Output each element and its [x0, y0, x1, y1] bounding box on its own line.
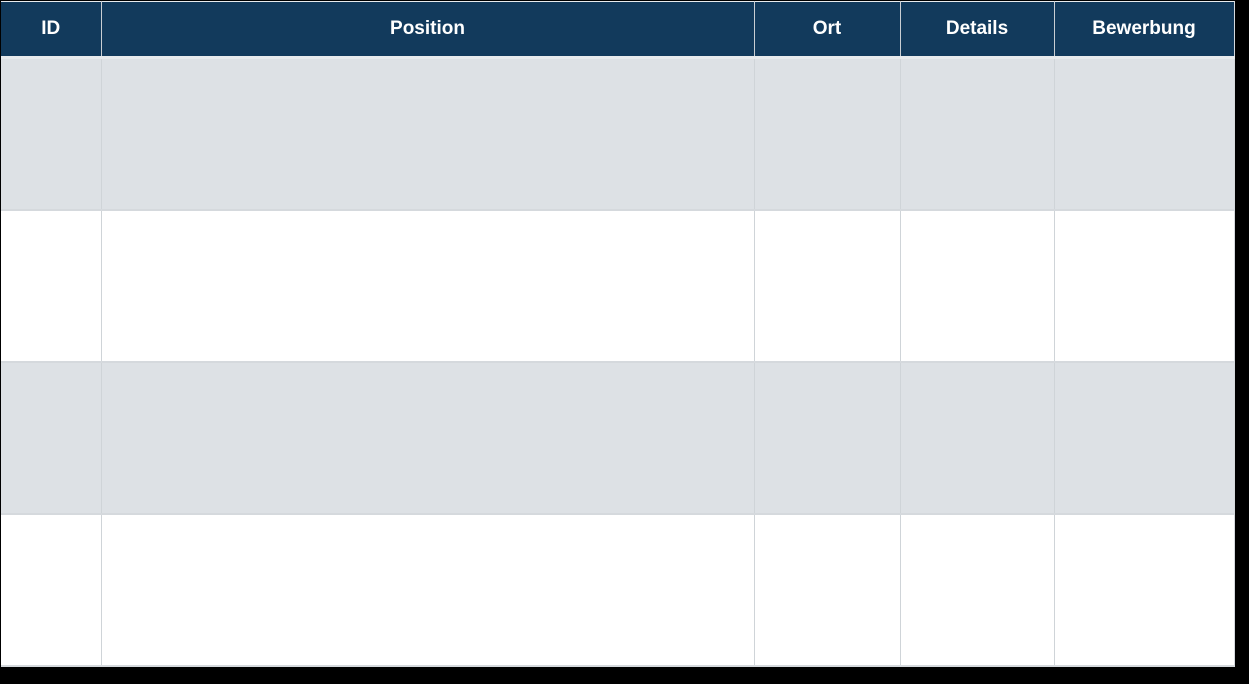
column-header-id: ID [1, 1, 101, 59]
table-row [1, 210, 1234, 363]
cell-details [899, 362, 1054, 515]
column-header-details: Details [899, 1, 1054, 59]
cell-ort [753, 57, 900, 211]
column-header-position: Position [100, 1, 754, 59]
table-row [1, 57, 1234, 211]
cell-id [1, 57, 101, 211]
cell-ort [753, 362, 900, 515]
cell-id [1, 210, 101, 363]
cell-position [100, 514, 754, 667]
cell-bewerbung [1053, 514, 1234, 667]
cell-details [899, 210, 1054, 363]
cell-position [100, 210, 754, 363]
column-header-bewerbung: Bewerbung [1053, 1, 1234, 59]
cell-id [1, 514, 101, 667]
cell-bewerbung [1053, 210, 1234, 363]
jobs-table: ID Position Ort Details Bewerbung [1, 1, 1235, 667]
cell-bewerbung [1053, 57, 1234, 211]
table-header-row: ID Position Ort Details Bewerbung [1, 1, 1234, 59]
column-header-ort: Ort [753, 1, 900, 59]
cell-ort [753, 210, 900, 363]
table-row [1, 514, 1234, 667]
cell-bewerbung [1053, 362, 1234, 515]
cell-position [100, 57, 754, 211]
table-row [1, 362, 1234, 515]
cell-id [1, 362, 101, 515]
cell-ort [753, 514, 900, 667]
cell-position [100, 362, 754, 515]
cell-details [899, 57, 1054, 211]
cell-details [899, 514, 1054, 667]
